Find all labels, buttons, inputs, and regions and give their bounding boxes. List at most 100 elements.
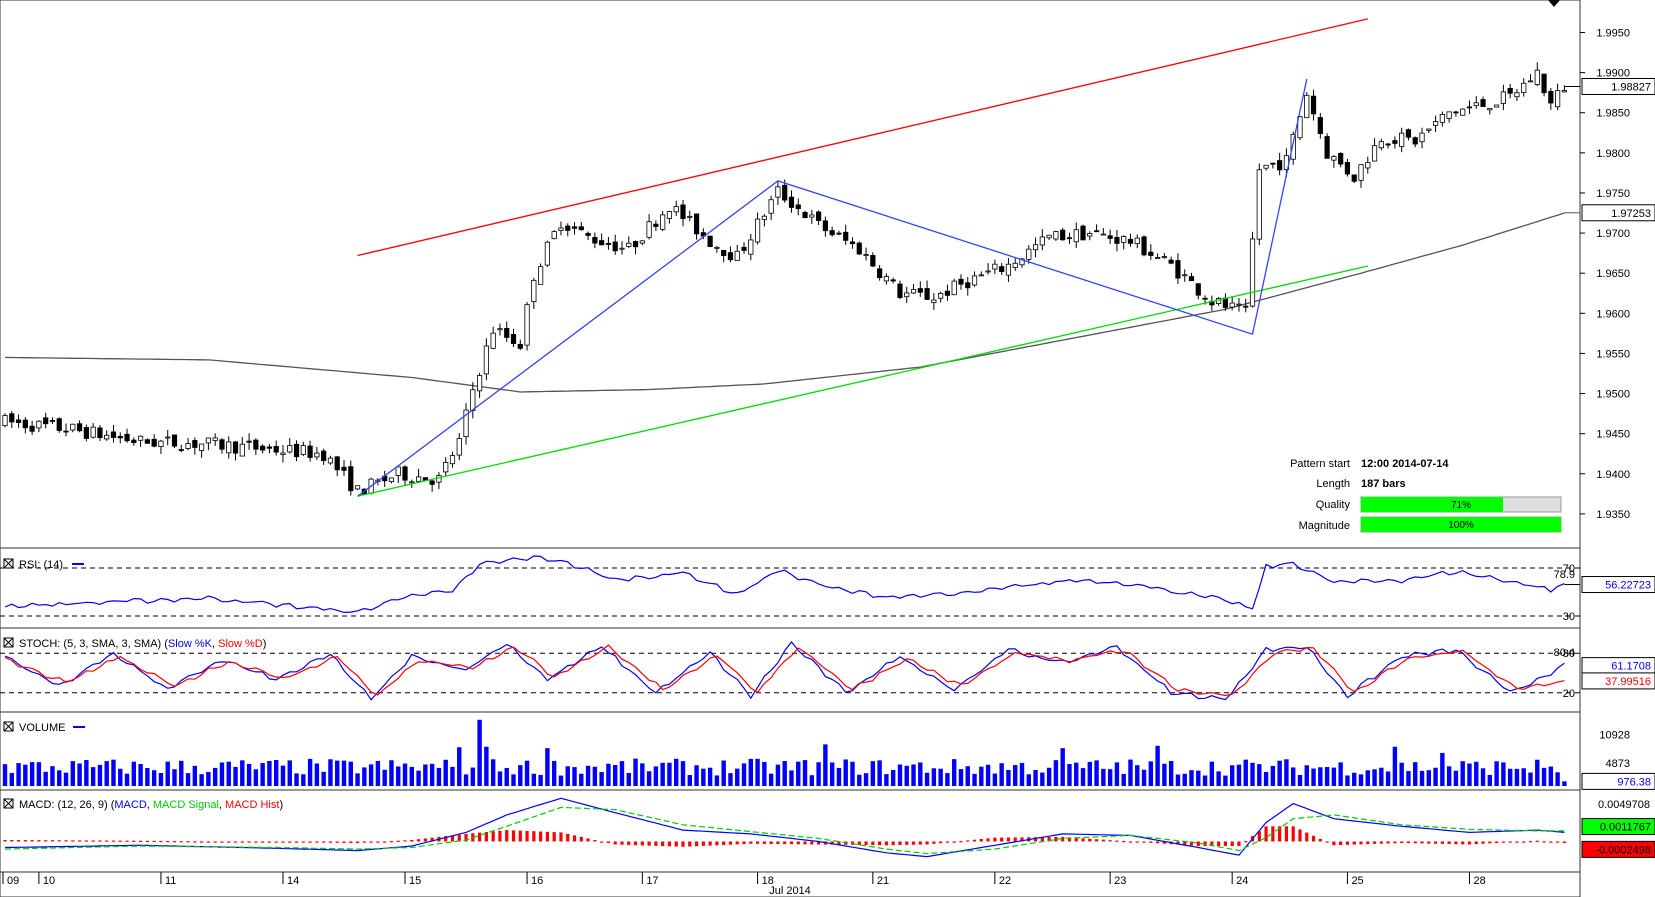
volume-bar: [979, 766, 984, 786]
candle-body: [809, 214, 815, 218]
volume-bar: [1107, 769, 1113, 786]
stoch-series-line: [4, 641, 1565, 701]
macd-hist-bar: [322, 841, 326, 843]
macd-hist-bar: [57, 840, 61, 842]
macd-hist-bar: [674, 841, 678, 847]
macd-hist-bar: [864, 841, 868, 846]
volume-bar: [965, 766, 970, 786]
volume-bar: [1521, 768, 1526, 786]
time-tick-label: 14: [287, 875, 299, 887]
macd-close-icon[interactable]: [3, 798, 14, 809]
candle-body: [1514, 92, 1520, 98]
macd-hist-bar: [837, 841, 841, 845]
macd-hist-bar: [993, 837, 997, 842]
volume-bar: [77, 763, 82, 786]
macd-hist-bar: [1393, 841, 1397, 844]
pattern-start-value: 12:00 2014-07-14: [1361, 458, 1449, 470]
volume-bar: [1046, 767, 1052, 786]
volume-bar: [1141, 769, 1147, 786]
volume-bar: [436, 767, 442, 786]
candle-body: [565, 225, 571, 231]
volume-bar: [477, 719, 482, 786]
candle-body: [802, 211, 808, 219]
macd-hist-bar: [803, 841, 807, 845]
stoch-k-tag: 61.1708: [1611, 661, 1651, 673]
candle-body: [653, 223, 659, 227]
volume-bar: [619, 761, 625, 786]
macd-hist-bar: [1522, 841, 1526, 843]
candle-body: [1534, 69, 1540, 86]
macd-hist-bar: [857, 841, 861, 845]
volume-bar: [985, 764, 991, 786]
macd-hist-bar: [403, 840, 407, 842]
rsi-level-label: 30: [1563, 611, 1575, 623]
candle-body: [1114, 237, 1120, 244]
macd-hist-bar: [1461, 841, 1465, 845]
candle-body: [612, 241, 618, 252]
candle-body: [510, 334, 517, 344]
time-tick-label: 17: [646, 875, 658, 887]
magnitude-value: 100%: [1448, 520, 1474, 531]
volume-bar: [307, 758, 313, 786]
volume-bar: [84, 759, 89, 786]
volume-bar: [680, 761, 686, 786]
candle-body: [639, 240, 645, 244]
macd-hist-bar: [10, 839, 14, 842]
macd-hist-bar: [71, 840, 75, 842]
volume-bar: [470, 767, 476, 786]
candle-body: [90, 426, 96, 438]
macd-hist-bar: [220, 841, 224, 843]
volume-bar: [1019, 762, 1025, 786]
macd-hist-bar: [227, 841, 231, 843]
macd-hist-bar: [1101, 839, 1105, 842]
candle-body: [83, 427, 89, 439]
macd-hist-bar: [627, 841, 631, 845]
macd-hist-bar: [728, 841, 733, 845]
macd-hist-bar: [776, 841, 780, 845]
volume-bar: [911, 764, 916, 786]
volume-bar: [524, 760, 530, 786]
candle-body: [1344, 162, 1351, 175]
candle-body: [816, 211, 822, 221]
volume-bar: [1379, 767, 1384, 786]
candle-body: [1324, 136, 1330, 159]
candle-body: [63, 430, 69, 433]
candle-body: [1134, 237, 1140, 245]
candles: [2, 62, 1567, 496]
candle-body: [1032, 244, 1039, 251]
macd-hist-bar: [1291, 826, 1295, 842]
volume-bar: [1033, 769, 1038, 786]
candle-body: [1432, 121, 1439, 126]
candle-body: [1087, 233, 1093, 237]
macd-hist-bar: [1325, 841, 1329, 843]
volume-bar: [490, 759, 496, 786]
stoch-close-icon[interactable]: [3, 637, 14, 648]
macd-hist-bar: [1305, 832, 1309, 842]
candle-body: [748, 239, 754, 255]
candle-body: [870, 255, 876, 267]
macd-hist-bar: [145, 840, 149, 842]
candle-body: [1243, 305, 1249, 308]
macd-hist-bar: [1332, 841, 1336, 846]
macd-hist-bar: [1128, 841, 1133, 843]
candle-body: [117, 436, 123, 439]
macd-hist-bar: [932, 841, 936, 844]
rsi-close-icon[interactable]: [3, 558, 14, 569]
volume-bar: [572, 767, 577, 786]
candle-body: [578, 226, 584, 231]
volume-close-icon[interactable]: [3, 721, 14, 732]
volume-bar: [640, 763, 645, 786]
volume-bar: [226, 761, 231, 786]
time-axis: 09 10 11 14 15 16 17 18 21 22 23 24 25 28 Jul 2014: [0, 871, 1581, 897]
volume-bar: [1162, 763, 1167, 786]
macd-legend-hist: MACD Hist: [225, 799, 279, 811]
volume-bar: [1291, 767, 1296, 786]
volume-bar: [1087, 761, 1092, 786]
stoch-level-label: 80: [1563, 648, 1575, 660]
volume-bar: [1372, 769, 1377, 786]
candle-body: [1405, 129, 1412, 138]
volume-bar: [1236, 764, 1242, 786]
candle-body: [497, 328, 503, 331]
macd-hist-bar: [735, 841, 739, 845]
volume-bar: [565, 766, 570, 786]
